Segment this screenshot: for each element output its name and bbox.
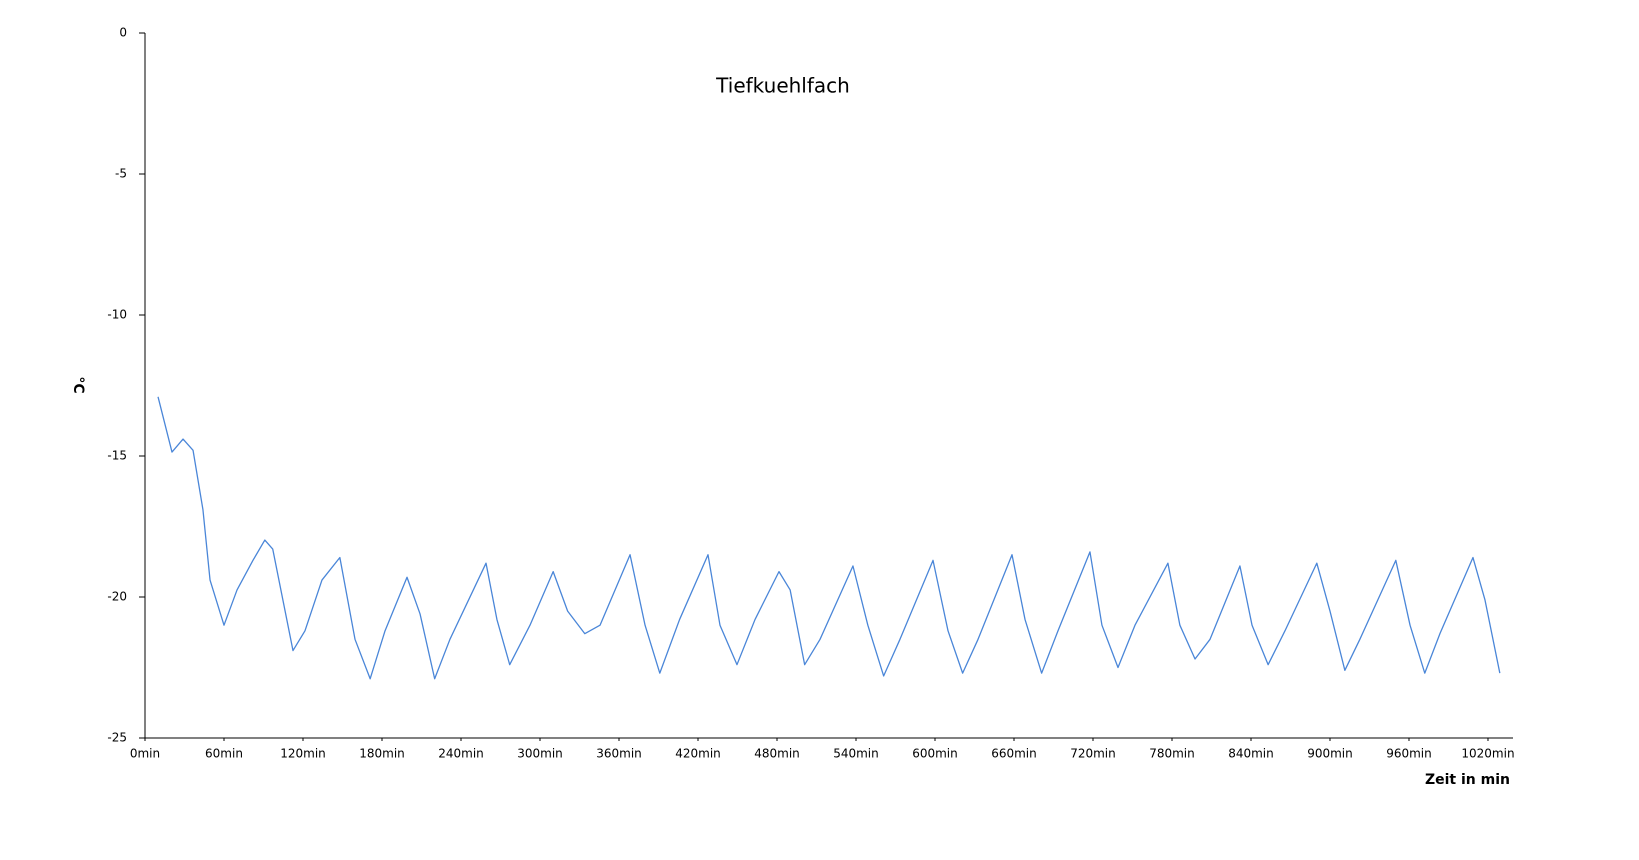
x-tick-label: 960min	[1386, 747, 1432, 761]
data-line	[157, 396, 1501, 680]
x-tick-label: 0min	[130, 747, 160, 761]
y-tick-label: -15	[107, 449, 127, 463]
y-tick-label: 0	[119, 26, 127, 40]
x-tick-label: 480min	[754, 747, 800, 761]
x-tick-label: 420min	[675, 747, 721, 761]
x-axis-title: Zeit in min	[1425, 772, 1510, 788]
y-axis-title: °C	[70, 376, 86, 393]
x-tick-label: 780min	[1149, 747, 1195, 761]
y-tick-label: -25	[107, 731, 127, 745]
x-tick-label: 720min	[1070, 747, 1116, 761]
y-tick-label: -5	[115, 167, 127, 181]
x-tick-label: 540min	[833, 747, 879, 761]
y-tick-label: -20	[107, 590, 127, 604]
x-tick-label: 840min	[1228, 747, 1274, 761]
x-tick-label: 60min	[205, 747, 243, 761]
x-tick-label: 360min	[596, 747, 642, 761]
x-tick-label: 660min	[991, 747, 1037, 761]
y-tick-label: -10	[107, 308, 127, 322]
x-tick-label: 900min	[1307, 747, 1353, 761]
x-tick-label: 240min	[438, 747, 484, 761]
chart-title: Tiefkuehlfach	[715, 74, 850, 98]
x-tick-label: 600min	[912, 747, 958, 761]
x-tick-label: 300min	[517, 747, 563, 761]
x-tick-label: 1020min	[1461, 747, 1514, 761]
x-tick-label: 120min	[280, 747, 326, 761]
x-tick-label: 180min	[359, 747, 405, 761]
